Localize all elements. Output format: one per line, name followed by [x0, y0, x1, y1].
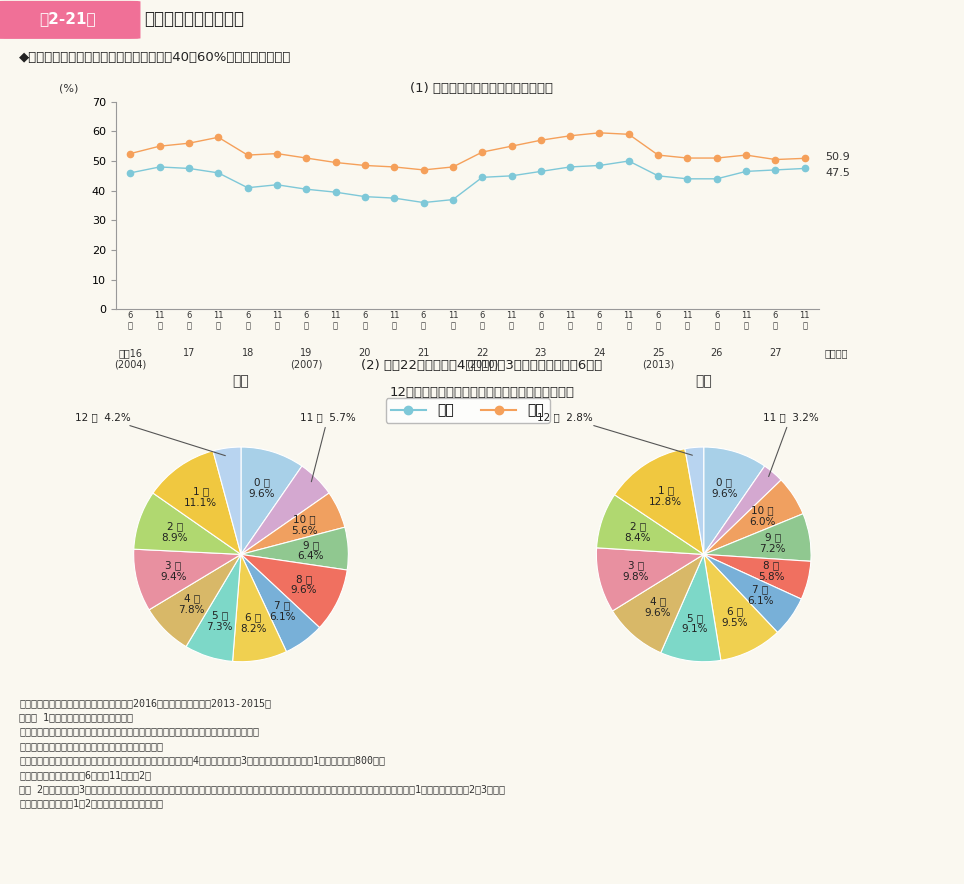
- Wedge shape: [704, 447, 764, 554]
- Text: 5 回
7.3%: 5 回 7.3%: [206, 610, 233, 632]
- Text: 12 回  2.8%: 12 回 2.8%: [537, 412, 692, 455]
- Text: （出典）文部科学省国立教育政策研究所（2016）「いじめ追跡調査2013-2015」
（注） 1．調査の概要は以下のとおり。
　　　　目的：匿名性を維持しつつ個: （出典）文部科学省国立教育政策研究所（2016）「いじめ追跡調査2013-201…: [19, 697, 505, 809]
- Wedge shape: [704, 554, 811, 599]
- Wedge shape: [241, 527, 348, 570]
- Text: (%): (%): [60, 83, 79, 94]
- Text: 平成16
(2004): 平成16 (2004): [114, 348, 147, 370]
- Title: 被害: 被害: [232, 374, 250, 388]
- Text: 12 回  4.2%: 12 回 4.2%: [74, 412, 226, 455]
- Wedge shape: [232, 554, 286, 662]
- Text: 17: 17: [183, 348, 195, 358]
- Wedge shape: [704, 514, 811, 561]
- Wedge shape: [704, 466, 781, 554]
- Text: 5 回
9.1%: 5 回 9.1%: [682, 613, 709, 635]
- Wedge shape: [134, 493, 241, 554]
- Wedge shape: [704, 554, 778, 660]
- Text: 1 回
11.1%: 1 回 11.1%: [184, 486, 218, 508]
- Wedge shape: [684, 447, 704, 554]
- Wedge shape: [134, 549, 241, 610]
- Wedge shape: [241, 493, 345, 554]
- Wedge shape: [612, 554, 704, 652]
- Wedge shape: [614, 449, 704, 554]
- Text: (2) 平成22年度の小学4年生が中学3年生になるまでの6年間: (2) 平成22年度の小学4年生が中学3年生になるまでの6年間: [362, 359, 602, 372]
- Wedge shape: [213, 447, 241, 554]
- Text: 8 回
5.8%: 8 回 5.8%: [758, 560, 785, 583]
- Legend: 男子, 女子: 男子, 女子: [386, 398, 549, 423]
- Text: 2 回
8.9%: 2 回 8.9%: [162, 521, 188, 543]
- Text: 11 回  5.7%: 11 回 5.7%: [300, 412, 356, 482]
- Text: 19
(2007): 19 (2007): [290, 348, 323, 370]
- Text: 0 回
9.6%: 0 回 9.6%: [711, 477, 737, 499]
- Text: 9 回
7.2%: 9 回 7.2%: [760, 532, 786, 554]
- Text: (1) 小学校における被害経験率の推移: (1) 小学校における被害経験率の推移: [411, 82, 553, 95]
- Wedge shape: [186, 554, 241, 661]
- Text: 20: 20: [359, 348, 371, 358]
- Text: 1 回
12.8%: 1 回 12.8%: [649, 485, 683, 507]
- Text: 27: 27: [769, 348, 782, 358]
- Text: 23: 23: [535, 348, 547, 358]
- Text: 9 回
6.4%: 9 回 6.4%: [298, 540, 324, 561]
- Text: 25
(2013): 25 (2013): [642, 348, 674, 370]
- Text: 0 回
9.6%: 0 回 9.6%: [249, 477, 275, 499]
- Text: 8 回
9.6%: 8 回 9.6%: [290, 574, 317, 596]
- Wedge shape: [660, 554, 721, 662]
- Text: 21: 21: [417, 348, 430, 358]
- Text: 第2-21図: 第2-21図: [40, 11, 95, 27]
- Text: 47.5: 47.5: [825, 168, 850, 178]
- Text: 10 回
6.0%: 10 回 6.0%: [749, 506, 775, 527]
- Title: 加害: 加害: [695, 374, 712, 388]
- Wedge shape: [704, 554, 801, 632]
- Text: 12回分の「仲間はずれ・無視・陰口」の経験回数: 12回分の「仲間はずれ・無視・陰口」の経験回数: [389, 386, 575, 399]
- Text: （年度）: （年度）: [825, 348, 848, 358]
- Text: 26: 26: [710, 348, 723, 358]
- Text: 10 回
5.6%: 10 回 5.6%: [291, 514, 317, 536]
- Wedge shape: [597, 548, 704, 611]
- Wedge shape: [149, 554, 241, 646]
- Text: 4 回
9.6%: 4 回 9.6%: [645, 597, 671, 618]
- Text: 11 回  3.2%: 11 回 3.2%: [763, 412, 818, 476]
- FancyBboxPatch shape: [0, 2, 140, 38]
- Text: 7 回
6.1%: 7 回 6.1%: [269, 600, 295, 621]
- Wedge shape: [241, 554, 319, 652]
- Wedge shape: [704, 480, 803, 554]
- Wedge shape: [153, 451, 241, 554]
- Wedge shape: [241, 466, 329, 554]
- Wedge shape: [241, 554, 347, 628]
- Text: 22
(2010): 22 (2010): [466, 348, 498, 370]
- Text: 6 回
9.5%: 6 回 9.5%: [721, 606, 748, 628]
- Wedge shape: [597, 495, 704, 554]
- Text: 6 回
8.2%: 6 回 8.2%: [240, 613, 267, 634]
- Text: 2 回
8.4%: 2 回 8.4%: [625, 522, 651, 543]
- Text: 3 回
9.8%: 3 回 9.8%: [623, 560, 650, 583]
- Text: ◆小学校における被害経験率は、おおむね40～60%で推移している。: ◆小学校における被害経験率は、おおむね40～60%で推移している。: [19, 51, 291, 64]
- Wedge shape: [241, 447, 302, 554]
- Text: 3 回
9.4%: 3 回 9.4%: [160, 560, 187, 583]
- Text: いじめの被害経験実態: いじめの被害経験実態: [145, 10, 245, 28]
- Text: 24: 24: [593, 348, 605, 358]
- Text: 18: 18: [242, 348, 254, 358]
- Text: 50.9: 50.9: [825, 152, 850, 162]
- Text: 4 回
7.8%: 4 回 7.8%: [178, 593, 205, 614]
- Text: 7 回
6.1%: 7 回 6.1%: [747, 584, 774, 606]
